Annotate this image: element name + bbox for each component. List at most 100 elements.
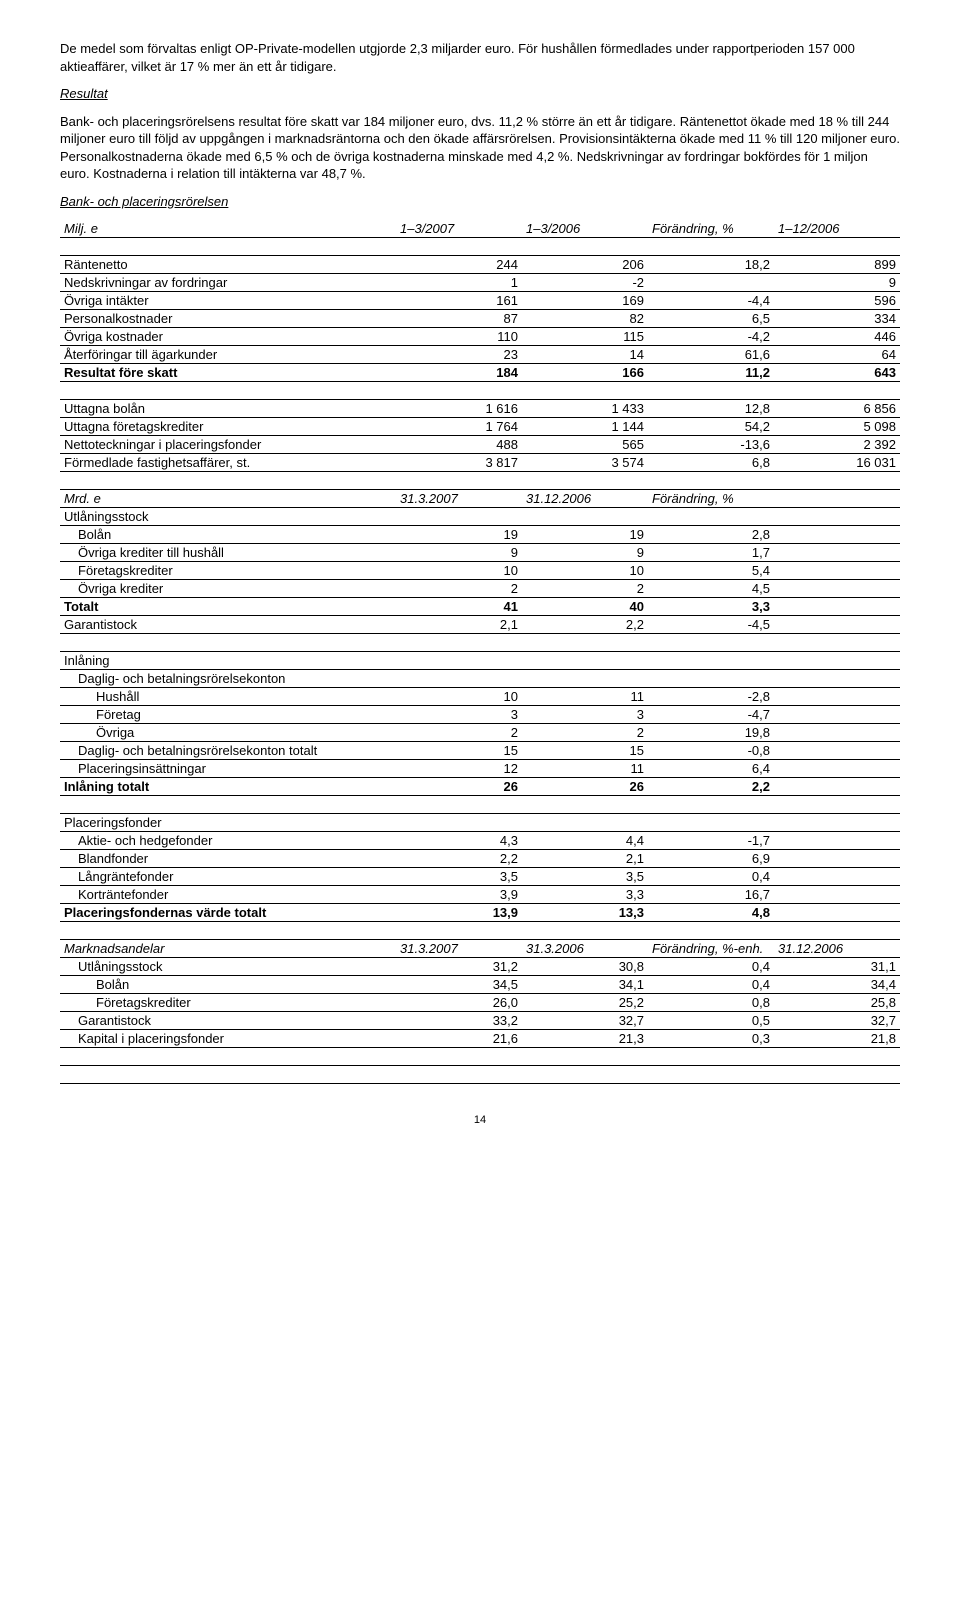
row-value: -2 [522,274,648,292]
mrd-c3: Förändring, % [648,490,774,508]
row-value [774,850,900,868]
row-value: -1,7 [648,832,774,850]
page-number: 14 [60,1114,900,1126]
inlaning-heading: Inlåning [60,652,900,670]
row-value: 34,1 [522,976,648,994]
row-value [774,886,900,904]
section-title: Bank- och placeringsrörelsen [60,193,900,211]
row-value [648,274,774,292]
row-value: 161 [396,292,522,310]
placeringsins-label: Placeringsinsättningar [60,760,396,778]
row-value [774,868,900,886]
row-value: 3 817 [396,454,522,472]
row-value: 10 [396,562,522,580]
mkt-c1: 31.3.2007 [396,940,522,958]
row-label: Övriga krediter [60,580,396,598]
row-label: Företagskrediter [60,994,396,1012]
row-value: 565 [522,436,648,454]
row-value [774,580,900,598]
row-value: 1 433 [522,400,648,418]
row-value: 206 [522,256,648,274]
row-value: 110 [396,328,522,346]
row-value: 3,9 [396,886,522,904]
row-value: 16,7 [648,886,774,904]
row-label: Aktie- och hedgefonder [60,832,396,850]
row-value: -4,7 [648,706,774,724]
row-value: 87 [396,310,522,328]
intro-paragraph-1: De medel som förvaltas enligt OP-Private… [60,40,900,75]
row-value: 4,3 [396,832,522,850]
mrd-label: Mrd. e [60,490,396,508]
row-value: 31,2 [396,958,522,976]
utlaning-heading: Utlåningsstock [60,508,900,526]
row-value [774,724,900,742]
row-value: -4,4 [648,292,774,310]
row-value: 596 [774,292,900,310]
row-value: 899 [774,256,900,274]
row-label: Räntenetto [60,256,396,274]
row-value: 3 [522,706,648,724]
col-change: Förändring, % [648,220,774,238]
row-label: Korträntefonder [60,886,396,904]
mrd-c2: 31.12.2006 [522,490,648,508]
row-value [774,706,900,724]
row-value: 10 [396,688,522,706]
row-label: Återföringar till ägarkunder [60,346,396,364]
row-value: 34,4 [774,976,900,994]
row-value: 244 [396,256,522,274]
mkt-c2: 31.3.2006 [522,940,648,958]
row-value: 2,2 [396,850,522,868]
row-label: Bolån [60,976,396,994]
row-value: 2 [396,580,522,598]
total-c1: 184 [396,364,522,382]
row-value: 33,2 [396,1012,522,1030]
row-value: 30,8 [522,958,648,976]
row-value: 0,4 [648,958,774,976]
row-value: 6 856 [774,400,900,418]
row-label: Garantistock [60,1012,396,1030]
row-value: 2 392 [774,436,900,454]
fonder-heading: Placeringsfonder [60,814,900,832]
row-label: Övriga kostnader [60,328,396,346]
row-value: 1,7 [648,544,774,562]
row-value: 9 [522,544,648,562]
mrd-c1: 31.3.2007 [396,490,522,508]
total-c2: 166 [522,364,648,382]
row-value: 25,2 [522,994,648,1012]
income-table: Milj. e 1–3/2007 1–3/2006 Förändring, % … [60,220,900,1084]
row-value: 3,5 [522,868,648,886]
row-label: Uttagna företagskrediter [60,418,396,436]
row-label: Kapital i placeringsfonder [60,1030,396,1048]
row-value: 25,8 [774,994,900,1012]
row-value: 18,2 [648,256,774,274]
row-value: 9 [774,274,900,292]
row-label: Övriga krediter till hushåll [60,544,396,562]
row-value: 2,8 [648,526,774,544]
row-value: 334 [774,310,900,328]
row-value: 21,8 [774,1030,900,1048]
row-value [774,562,900,580]
row-value: 19,8 [648,724,774,742]
mkt-c4: 31.12.2006 [774,940,900,958]
row-value: 23 [396,346,522,364]
row-value: 5 098 [774,418,900,436]
row-value: 82 [522,310,648,328]
total-label: Resultat före skatt [60,364,396,382]
row-value: 0,4 [648,976,774,994]
mkt-c3: Förändring, %-enh. [648,940,774,958]
row-value: 115 [522,328,648,346]
row-label: Bolån [60,526,396,544]
row-value: 488 [396,436,522,454]
row-value: 14 [522,346,648,364]
row-value: 16 031 [774,454,900,472]
row-value: 9 [396,544,522,562]
row-value [774,688,900,706]
row-value: 26,0 [396,994,522,1012]
row-label: Hushåll [60,688,396,706]
row-value [774,832,900,850]
row-value: 6,8 [648,454,774,472]
garantistock-label: Garantistock [60,616,396,634]
row-value [774,526,900,544]
col-label: Milj. e [60,220,396,238]
row-value: 2,1 [522,850,648,868]
